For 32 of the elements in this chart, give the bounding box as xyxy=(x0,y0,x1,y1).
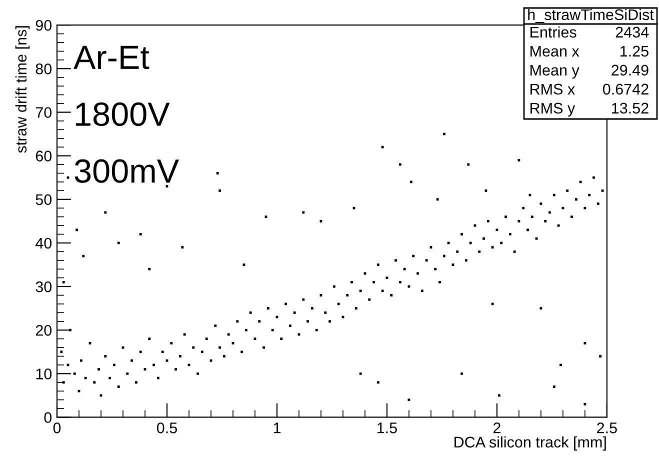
x-tick-label: 2.5 xyxy=(597,422,617,434)
text: 2434 xyxy=(616,26,649,38)
x-tick-label: 1.5 xyxy=(378,422,397,434)
y-tick-label: 60 xyxy=(36,150,52,162)
x-axis-title: DCA silicon track [mm] xyxy=(454,436,606,451)
annotation: Entries xyxy=(530,26,576,38)
y-tick-label: 80 xyxy=(36,64,52,74)
y-tick-label: 40 xyxy=(36,238,52,249)
x-tick-label: 2 xyxy=(493,422,500,434)
y-axis-title: straw drift time [ns] xyxy=(15,26,30,153)
annotation: 300mV xyxy=(74,159,179,183)
annotation: Mean x xyxy=(530,46,580,57)
x-tick-label: 1 xyxy=(274,422,280,434)
y-tick-label: 0 xyxy=(44,412,52,423)
annotation: 1800V xyxy=(76,102,170,126)
text: 13.52 xyxy=(612,102,648,114)
annotation: RMS y xyxy=(530,102,576,117)
text: 1.25 xyxy=(620,46,648,57)
annotation: RMS x xyxy=(530,84,575,95)
annotation: 0.6742 xyxy=(602,84,648,95)
y-tick-label: 30 xyxy=(36,281,52,292)
y-tick-label: 20 xyxy=(36,324,52,336)
y-tick-label: 70 xyxy=(36,107,52,118)
y-tick-label: 50 xyxy=(36,194,52,206)
text: 29.49 xyxy=(612,64,648,76)
x-tick-label: 0.5 xyxy=(156,422,177,434)
annotation: Mean y xyxy=(530,64,580,79)
annotation: Ar-Et xyxy=(74,46,150,70)
y-tick-label: 10 xyxy=(36,368,52,380)
x-tick-label: 0 xyxy=(53,422,61,434)
chart-title: h_strawTimeSiDist xyxy=(528,8,654,23)
y-tick-label: 90 xyxy=(36,20,52,31)
